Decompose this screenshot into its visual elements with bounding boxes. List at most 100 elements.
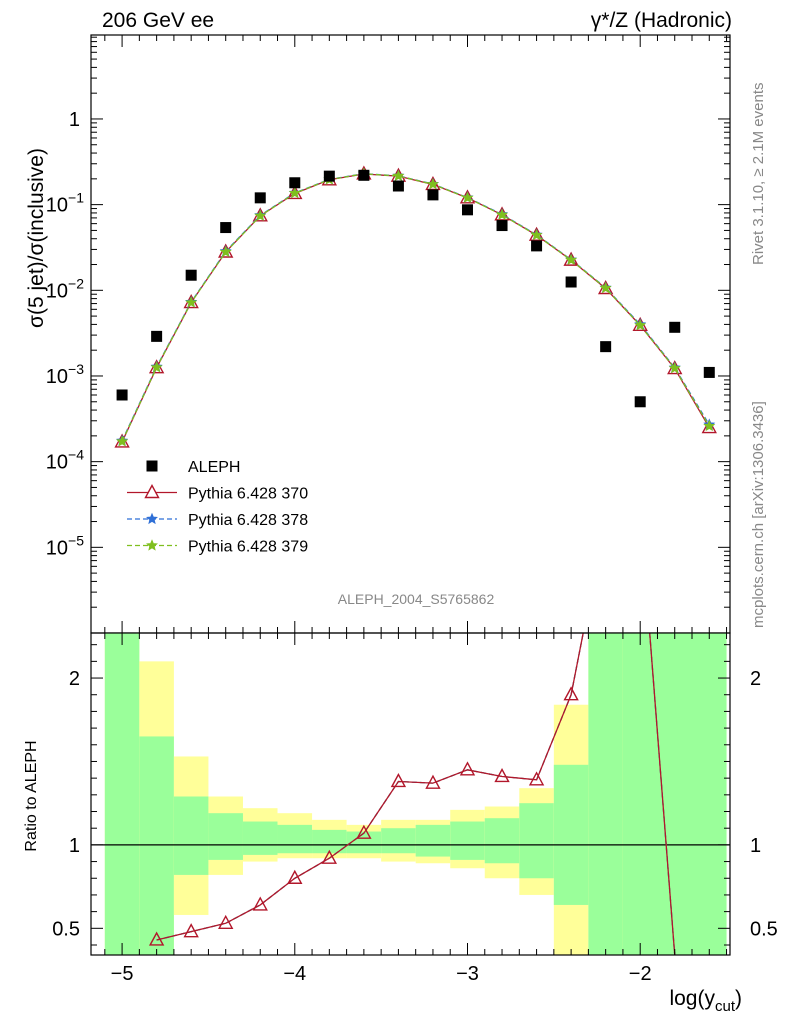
ratio-point — [356, 824, 372, 839]
data-point-data — [254, 192, 266, 204]
rivet-label: Rivet 3.1.10, ≥ 2.1M events — [750, 83, 767, 266]
data-point-data — [669, 321, 681, 333]
uncertainty-band-green — [553, 764, 589, 905]
data-point-data — [392, 180, 404, 192]
uncertainty-band-green — [208, 813, 243, 860]
uncertainty-band-green — [104, 633, 140, 955]
legend-marker-data — [146, 460, 158, 472]
main-y-tick-label-base: 10 — [46, 280, 68, 302]
header-right-label: γ*/Z (Hadronic) — [591, 9, 732, 32]
ratio-y-axis-label: Ratio to ALEPH — [23, 740, 40, 851]
legend-marker-pythia379 — [146, 539, 158, 551]
uncertainty-band-green — [242, 821, 278, 855]
uncertainty-band-green — [415, 824, 451, 857]
data-point-data — [151, 330, 163, 342]
data-point-data — [703, 366, 715, 378]
legend-label-pythia370: Pythia 6.428 370 — [188, 486, 308, 503]
legend-marker-pythia370 — [144, 484, 160, 499]
x-tick-label: −5 — [111, 963, 134, 985]
uncertainty-band-green — [381, 828, 416, 854]
data-point-pythia379 — [703, 419, 716, 432]
ratio-point — [183, 923, 199, 938]
uncertainty-band-green — [450, 821, 485, 860]
main-y-tick-label: 10−1 — [46, 190, 84, 217]
main-y-tick-label-exponent: −3 — [68, 361, 84, 377]
data-point-data — [600, 341, 612, 353]
main-y-tick-label-base: 10 — [46, 452, 68, 474]
series-line-pythia378 — [121, 172, 710, 442]
data-point-data — [531, 240, 543, 252]
x-axis-label: log(ycut) — [669, 987, 742, 1015]
data-point-data — [323, 170, 335, 182]
ratio-point — [528, 771, 545, 786]
uncertainty-band-green — [173, 796, 209, 875]
ratio-plot-frame — [90, 632, 731, 956]
x-tick-label: −2 — [629, 963, 652, 985]
data-point-data — [185, 269, 197, 281]
data-point-pythia379 — [116, 435, 129, 447]
data-point-data — [289, 177, 301, 189]
uncertainty-band-green — [346, 831, 382, 854]
analysis-id-label: ALEPH_2004_S5765862 — [338, 591, 495, 607]
data-point-pythia379 — [288, 186, 301, 199]
ratio-y-tick-label-right: 1 — [750, 835, 761, 857]
legend: ALEPH Pythia 6.428 370 Pythia 6.428 378 Pyt… — [127, 459, 308, 556]
data-point-data — [565, 276, 577, 288]
ratio-y-tick-label: 0.5 — [52, 918, 80, 940]
main-y-tick-label-exponent: −1 — [68, 190, 84, 206]
ratio-point — [390, 773, 407, 788]
main-plot-frame — [90, 34, 731, 634]
legend-marker-pythia378 — [146, 512, 158, 525]
data-point-pythia379 — [634, 319, 647, 331]
data-point-pythia379 — [185, 296, 198, 308]
legend-label-data: ALEPH — [188, 459, 240, 476]
uncertainty-band-green — [588, 633, 623, 955]
data-point-pythia379 — [461, 191, 474, 203]
data-point-pythia379 — [530, 228, 543, 241]
ratio-point — [148, 931, 165, 946]
ratio-plot-panel: 0.5 0.5 1 1 2 2 −5 −4 −3 −2 — [52, 632, 778, 985]
data-point-data — [496, 220, 508, 232]
x-tick-label: −4 — [283, 963, 306, 985]
main-y-tick-label: 10−2 — [46, 275, 84, 302]
data-point-pythia379 — [668, 361, 681, 374]
ratio-y-tick-label-right: 0.5 — [750, 918, 778, 940]
main-y-tick-label-exponent: −2 — [68, 275, 84, 291]
ratio-point — [494, 768, 510, 783]
ratio-point — [218, 914, 234, 930]
main-y-tick-label: 10−4 — [46, 447, 84, 474]
main-y-tick-label-exponent: −5 — [68, 532, 84, 548]
main-y-tick-label-exponent: −4 — [68, 447, 84, 463]
legend-label-pythia378: Pythia 6.428 378 — [188, 512, 308, 529]
main-y-tick-label-base: 10 — [46, 195, 68, 217]
ratio-line-steep — [570, 633, 584, 695]
ratio-point — [425, 774, 441, 789]
main-y-tick-label-base: 10 — [46, 366, 68, 388]
series-line-pythia370 — [121, 173, 710, 443]
uncertainty-band-green — [312, 829, 347, 854]
mcplots-label: mcplots.cern.ch [arXiv:1306.3436] — [750, 401, 767, 628]
data-point-pythia370 — [701, 419, 717, 434]
uncertainty-band-green — [519, 803, 554, 879]
data-point-data — [461, 204, 473, 216]
ratio-bands-group — [91, 633, 730, 955]
x-axis-label-close: ) — [735, 987, 742, 1010]
ratio-point — [321, 849, 338, 864]
ratio-line-steep — [649, 633, 676, 955]
data-point-data — [427, 189, 439, 201]
data-point-data — [358, 169, 370, 181]
main-y-tick-label-base: 1 — [69, 109, 80, 131]
header-left-label: 206 GeV ee — [102, 9, 214, 32]
data-point-pythia379 — [219, 245, 232, 258]
ratio-y-tick-label: 2 — [69, 668, 80, 690]
data-point-pythia379 — [565, 253, 578, 266]
ratio-y-tick-label: 1 — [69, 835, 80, 857]
x-axis-label-sub: cut — [715, 998, 736, 1015]
data-point-pythia379 — [426, 177, 439, 190]
main-y-tick-label: 10−5 — [46, 532, 84, 559]
data-point-pythia379 — [254, 209, 267, 221]
main-y-tick-label-base: 10 — [46, 537, 68, 559]
data-point-pythia379 — [496, 208, 509, 220]
legend-label-pythia379: Pythia 6.428 379 — [188, 539, 308, 556]
